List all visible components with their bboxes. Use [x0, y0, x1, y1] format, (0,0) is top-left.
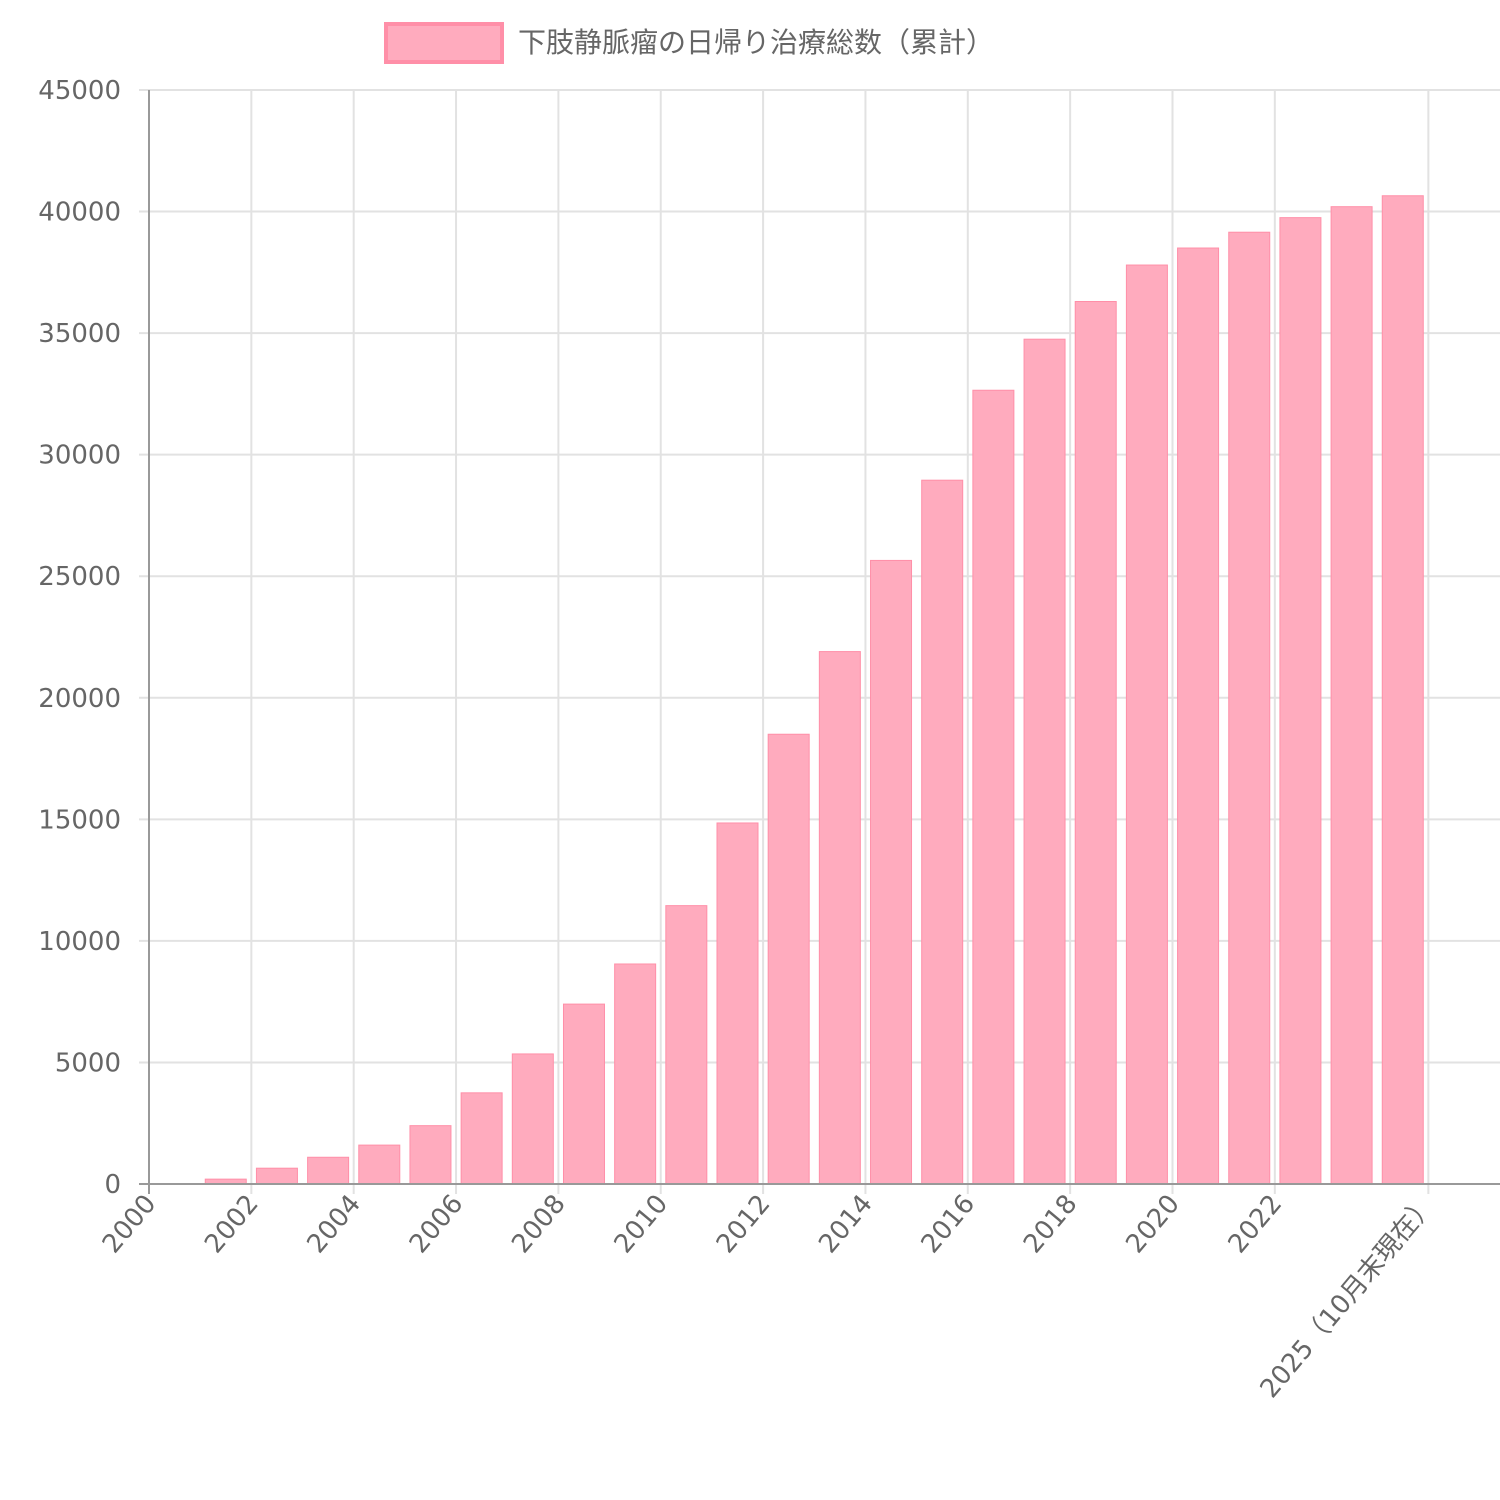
bar-2020[interactable] [1177, 247, 1220, 1185]
x-tick-label: 2012 [711, 1189, 777, 1259]
y-tick-label: 40000 [38, 198, 121, 228]
bar-2015[interactable] [921, 479, 964, 1185]
x-tick-label: 2006 [404, 1189, 470, 1259]
y-tick-label: 35000 [38, 319, 121, 349]
y-tick-label: 15000 [38, 805, 121, 835]
bar-2017[interactable] [1023, 338, 1066, 1185]
x-tick-label: 2004 [302, 1189, 368, 1259]
y-tick-label: 10000 [38, 927, 121, 957]
y-tick-label: 25000 [38, 562, 121, 592]
bar-2016[interactable] [972, 389, 1015, 1185]
bar-2013[interactable] [818, 651, 861, 1185]
y-tick-labels: 0 5000 10000 15000 20000 25000 30000 35000 40000… [38, 76, 121, 1200]
bar-2007[interactable] [511, 1053, 554, 1185]
y-tick-label: 5000 [55, 1048, 121, 1078]
x-tick-label: 2014 [813, 1189, 879, 1259]
bar-2010[interactable] [665, 905, 708, 1185]
bar-2014[interactable] [870, 559, 913, 1185]
bar-2004[interactable] [358, 1144, 401, 1185]
bar-2006[interactable] [460, 1092, 503, 1185]
bars [204, 195, 1424, 1185]
grid [139, 89, 1500, 1194]
x-tick-label: 2020 [1120, 1189, 1186, 1259]
bar-2023[interactable] [1330, 206, 1373, 1185]
bar-2002[interactable] [255, 1167, 298, 1185]
bar-2024[interactable] [1381, 195, 1424, 1185]
bar-2012[interactable] [767, 733, 810, 1185]
y-tick-label: 30000 [38, 441, 121, 471]
legend-swatch [384, 22, 504, 64]
y-tick-label: 20000 [38, 684, 121, 714]
bar-2022[interactable] [1279, 217, 1322, 1185]
x-tick-label: 2025（10月末現在） [1255, 1189, 1442, 1404]
bar-2005[interactable] [409, 1125, 452, 1185]
y-tick-label: 45000 [38, 76, 121, 106]
x-tick-label: 2008 [506, 1189, 572, 1259]
bar-2009[interactable] [614, 963, 657, 1185]
x-tick-labels: 2000 2002 2004 2006 2008 2010 2012 2014 2016 2018… [97, 1189, 1442, 1404]
x-tick-label: 2010 [609, 1189, 675, 1259]
x-tick-label: 2016 [916, 1189, 982, 1259]
legend[interactable]: 下肢静脈瘤の日帰り治療総数（累計） [384, 22, 994, 64]
bar-2021[interactable] [1228, 231, 1271, 1185]
legend-label: 下肢静脈瘤の日帰り治療総数（累計） [518, 26, 994, 59]
x-tick-label: 2002 [199, 1189, 265, 1259]
bar-2003[interactable] [307, 1156, 350, 1185]
x-tick-label: 2022 [1223, 1189, 1289, 1259]
bar-2019[interactable] [1125, 264, 1168, 1185]
bar-2008[interactable] [562, 1003, 605, 1185]
y-tick-label: 0 [104, 1170, 121, 1200]
x-tick-label: 2018 [1018, 1189, 1084, 1259]
bar-2018[interactable] [1074, 301, 1117, 1185]
axes [139, 90, 1500, 1194]
bar-2011[interactable] [716, 822, 759, 1185]
